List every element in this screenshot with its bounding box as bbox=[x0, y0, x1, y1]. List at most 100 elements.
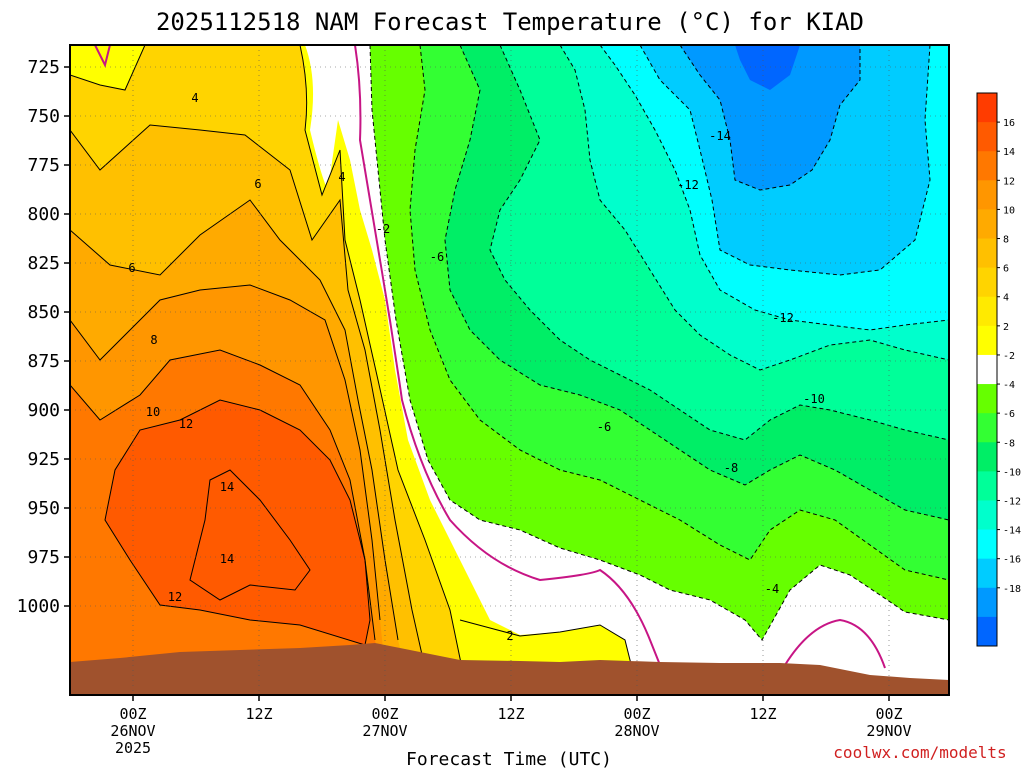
contour-label-m6-a: -6 bbox=[430, 250, 444, 264]
colorbar-label: 4 bbox=[1003, 293, 1009, 304]
y-axis: 725 750 775 800 825 850 875 900 925 950 975 1000 bbox=[17, 57, 70, 617]
y-tick-label: 800 bbox=[27, 204, 60, 225]
contour-label-m10: -10 bbox=[803, 392, 825, 406]
colorbar-swatch bbox=[977, 93, 997, 123]
colorbar-label: 14 bbox=[1003, 147, 1015, 158]
contour-label-10: 10 bbox=[146, 405, 160, 419]
freezing-contour-0c bbox=[354, 45, 661, 666]
y-tick-label: 925 bbox=[27, 449, 60, 470]
x-tick-label: 12Z bbox=[749, 705, 776, 723]
colorbar-label: 10 bbox=[1003, 205, 1015, 216]
contour-labels: 4 6 4 -2 -6 -14 -12 6 8 -12 10 12 -10 -6… bbox=[128, 91, 824, 643]
colorbar-swatch bbox=[977, 616, 997, 647]
contour-label-14-b: 14 bbox=[220, 552, 234, 566]
contour-label-12-b: 12 bbox=[168, 590, 182, 604]
colorbar-swatch bbox=[977, 122, 997, 152]
x-tick-label: 00Z bbox=[875, 705, 902, 723]
terrain-ground bbox=[70, 643, 949, 695]
colorbar-swatch bbox=[977, 500, 997, 531]
x-tick-date: 27NOV bbox=[362, 722, 407, 740]
colorbar-swatch bbox=[977, 558, 997, 589]
contour-label-m6-b: -6 bbox=[597, 420, 611, 434]
x-tick-year: 2025 bbox=[115, 739, 151, 757]
colorbar-label: -10 bbox=[1003, 467, 1021, 478]
freezing-contour-0c-secondary bbox=[784, 618, 886, 669]
x-axis-label: Forecast Time (UTC) bbox=[406, 749, 612, 768]
colorbar-swatch bbox=[977, 325, 997, 356]
y-tick-label: 950 bbox=[27, 498, 60, 519]
contour-label-m2: -2 bbox=[376, 222, 390, 236]
colorbar-swatch bbox=[977, 151, 997, 181]
x-tick-date: 28NOV bbox=[614, 722, 659, 740]
colorbar-swatch bbox=[977, 354, 997, 385]
contour-label-4-b: 4 bbox=[338, 170, 345, 184]
colorbar-frame bbox=[976, 92, 998, 647]
contour-label-14-a: 14 bbox=[220, 480, 234, 494]
colorbar-label: 8 bbox=[1003, 235, 1009, 246]
colorbar-swatch bbox=[977, 442, 997, 472]
y-tick-label: 725 bbox=[27, 57, 60, 78]
contour-label-m12-a: -12 bbox=[677, 178, 699, 192]
colorbar-swatch bbox=[977, 209, 997, 240]
colorbar-swatch bbox=[977, 471, 997, 501]
x-tick-label: 00Z bbox=[119, 705, 146, 723]
freezing-contour-0c-top bbox=[94, 45, 111, 68]
contour-label-m12-b: -12 bbox=[772, 311, 794, 325]
colorbar-label: -12 bbox=[1003, 496, 1021, 507]
colorbar-label: 12 bbox=[1003, 176, 1015, 187]
x-tick-label: 00Z bbox=[371, 705, 398, 723]
x-tick-label: 12Z bbox=[497, 705, 524, 723]
contour-label-8: 8 bbox=[150, 333, 157, 347]
y-tick-label: 900 bbox=[27, 400, 60, 421]
colorbar-label: -2 bbox=[1003, 351, 1015, 362]
colorbar-swatch bbox=[977, 267, 997, 298]
credit-text: coolwx.com/modelts bbox=[833, 743, 1006, 762]
colorbar-swatch bbox=[977, 413, 997, 443]
y-tick-label: 775 bbox=[27, 155, 60, 176]
contour-label-12-a: 12 bbox=[179, 417, 193, 431]
band-cold-m16-m18 bbox=[680, 45, 860, 190]
band-cold-coldest bbox=[735, 45, 800, 90]
y-tick-label: 850 bbox=[27, 302, 60, 323]
colorbar: 16 14 12 10 8 6 4 2 -2 -4 -6 -8 -10 -12 -14 -16 -18 bbox=[976, 92, 1021, 647]
colorbar-label: -6 bbox=[1003, 409, 1015, 420]
colorbar-label: 16 bbox=[1003, 118, 1015, 129]
colorbar-swatch bbox=[977, 384, 997, 414]
colorbar-label: -16 bbox=[1003, 555, 1021, 566]
colorbar-swatch bbox=[977, 238, 997, 269]
colorbar-label: 6 bbox=[1003, 264, 1009, 275]
colorbar-label: -8 bbox=[1003, 438, 1015, 449]
contour-label-4-a: 4 bbox=[191, 91, 198, 105]
contour-label-6-b: 6 bbox=[128, 261, 135, 275]
contour-label-m14: -14 bbox=[709, 129, 731, 143]
x-tick-date: 29NOV bbox=[866, 722, 911, 740]
plot-frame bbox=[69, 44, 950, 696]
colorbar-swatch bbox=[977, 296, 997, 327]
y-tick-label: 1000 bbox=[17, 596, 60, 617]
warm-contours bbox=[70, 45, 633, 669]
contour-label-6-a: 6 bbox=[254, 177, 261, 191]
colorbar-swatch bbox=[977, 529, 997, 560]
colorbar-label: -14 bbox=[1003, 526, 1021, 537]
y-tick-label: 975 bbox=[27, 547, 60, 568]
band-12-14 bbox=[105, 400, 370, 645]
contour-label-m8: -8 bbox=[724, 461, 738, 475]
contour-label-2: 2 bbox=[506, 629, 513, 643]
y-tick-label: 750 bbox=[27, 106, 60, 127]
contour-label-m4: -4 bbox=[765, 582, 779, 596]
chart-title: 2025112518 NAM Forecast Temperature (°C)… bbox=[156, 8, 864, 36]
plot-area bbox=[70, 45, 949, 695]
y-tick-label: 875 bbox=[27, 351, 60, 372]
colorbar-swatch bbox=[977, 180, 997, 210]
x-tick-label: 00Z bbox=[623, 705, 650, 723]
x-tick-date: 26NOV bbox=[110, 722, 155, 740]
colorbar-label: -4 bbox=[1003, 380, 1015, 391]
gridlines bbox=[70, 45, 949, 695]
x-tick-label: 12Z bbox=[245, 705, 272, 723]
colorbar-label: -18 bbox=[1003, 584, 1021, 595]
colorbar-label: 2 bbox=[1003, 322, 1009, 333]
y-tick-label: 825 bbox=[27, 253, 60, 274]
colorbar-swatch bbox=[977, 587, 997, 618]
